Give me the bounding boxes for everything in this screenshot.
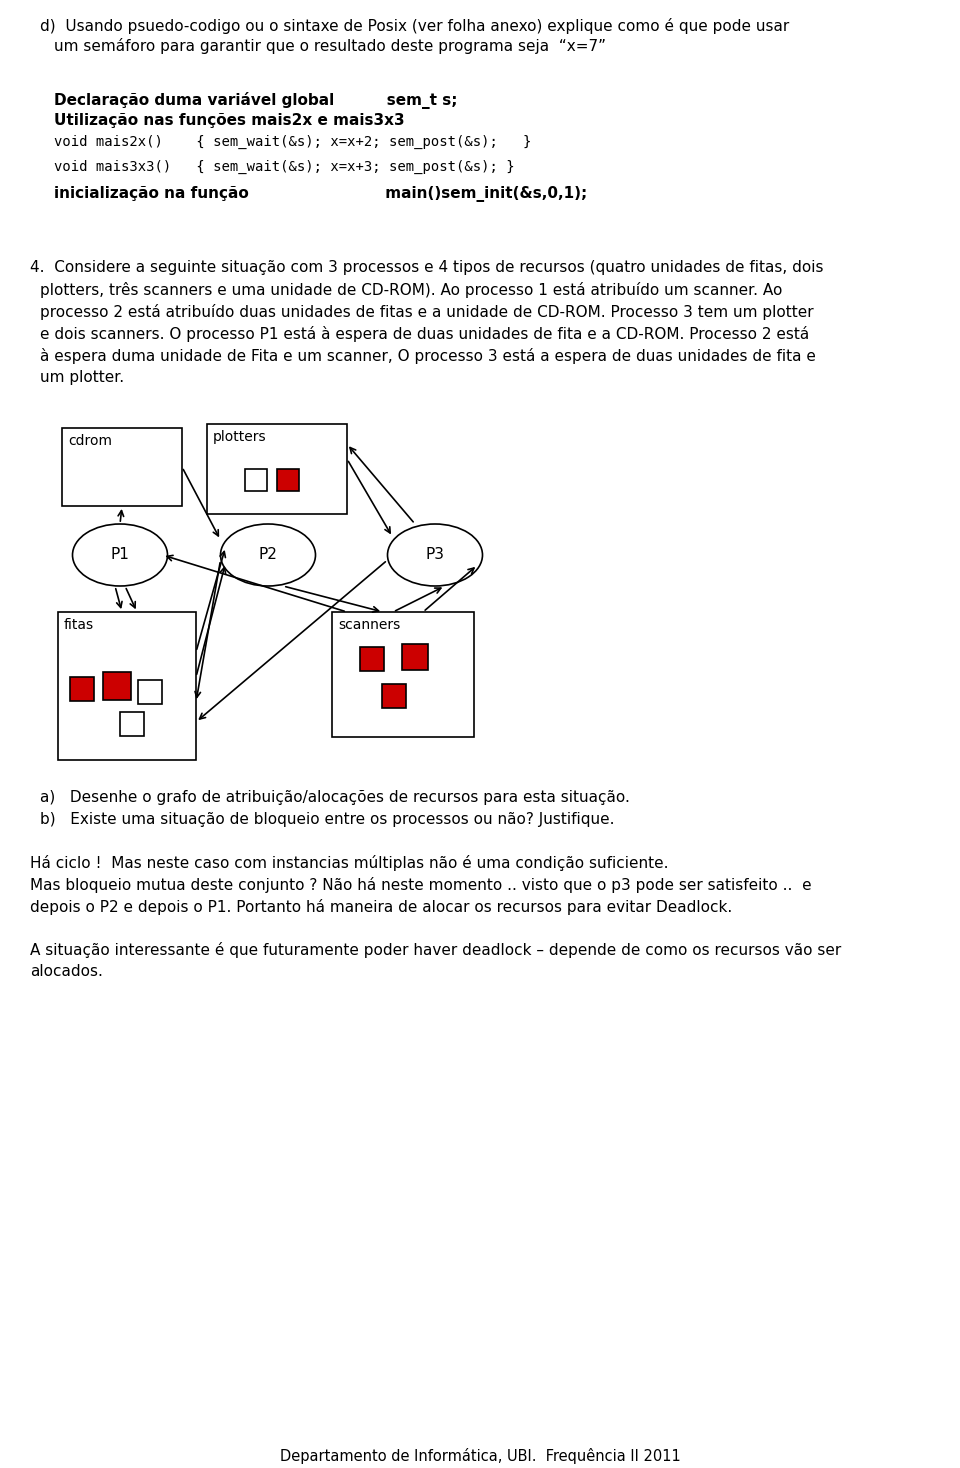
Text: P2: P2 [258, 548, 277, 562]
Bar [277, 468, 299, 490]
Ellipse shape [73, 524, 167, 586]
Text: alocados.: alocados. [30, 964, 103, 979]
Text: Utilização nas funções mais2x e mais3x3: Utilização nas funções mais2x e mais3x3 [54, 113, 404, 128]
Text: Declaração duma variável global          sem_t s;: Declaração duma variável global sem_t s; [54, 92, 458, 109]
Text: void mais2x()    { sem_wait(&s); x=x+2; sem_post(&s);   }: void mais2x() { sem_wait(&s); x=x+2; sem… [54, 135, 532, 150]
Bar [360, 647, 384, 671]
Text: um semáforo para garantir que o resultado deste programa seja  “x=7”: um semáforo para garantir que o resultad… [54, 38, 606, 54]
Text: fitas: fitas [64, 618, 94, 633]
Text: processo 2 está atribuído duas unidades de fitas e a unidade de CD-ROM. Processo: processo 2 está atribuído duas unidades … [40, 304, 814, 320]
Bar [70, 677, 94, 702]
Text: 4.  Considere a seguinte situação com 3 processos e 4 tipos de recursos (quatro : 4. Considere a seguinte situação com 3 p… [30, 260, 824, 275]
Bar [245, 468, 267, 490]
Bar [138, 680, 162, 705]
Text: void mais3x3()   { sem_wait(&s); x=x+3; sem_post(&s); }: void mais3x3() { sem_wait(&s); x=x+3; se… [54, 160, 515, 175]
Ellipse shape [388, 524, 483, 586]
Text: inicialização na função                          main()sem_init(&s,0,1);: inicialização na função main()sem_init(&… [54, 186, 588, 203]
Text: plotters, três scanners e uma unidade de CD-ROM). Ao processo 1 está atribuído u: plotters, três scanners e uma unidade de… [40, 282, 782, 298]
Text: um plotter.: um plotter. [40, 370, 124, 385]
Text: e dois scanners. O processo P1 está à espera de duas unidades de fita e a CD-ROM: e dois scanners. O processo P1 está à es… [40, 326, 809, 342]
Text: P1: P1 [110, 548, 130, 562]
Bar [120, 712, 144, 735]
Text: depois o P2 e depois o P1. Portanto há maneira de alocar os recursos para evitar: depois o P2 e depois o P1. Portanto há m… [30, 898, 732, 915]
Bar [402, 644, 428, 669]
Bar [62, 429, 182, 506]
Text: scanners: scanners [338, 618, 400, 633]
Text: Há ciclo !  Mas neste caso com instancias múltiplas não é uma condição suficient: Há ciclo ! Mas neste caso com instancias… [30, 854, 668, 871]
Bar [58, 612, 196, 760]
Text: Departamento de Informática, UBI.  Frequência II 2011: Departamento de Informática, UBI. Frequê… [279, 1447, 681, 1464]
Text: cdrom: cdrom [68, 435, 112, 448]
Bar [382, 684, 406, 708]
Text: plotters: plotters [213, 430, 267, 443]
Bar [207, 424, 347, 514]
Text: A situação interessante é que futuramente poder haver deadlock – depende de como: A situação interessante é que futurament… [30, 942, 841, 959]
Text: P3: P3 [425, 548, 444, 562]
Bar [103, 672, 131, 700]
Text: Mas bloqueio mutua deste conjunto ? Não há neste momento .. visto que o p3 pode : Mas bloqueio mutua deste conjunto ? Não … [30, 876, 811, 893]
Text: à espera duma unidade de Fita e um scanner, O processo 3 está a espera de duas u: à espera duma unidade de Fita e um scann… [40, 348, 816, 364]
Text: d)  Usando psuedo-codigo ou o sintaxe de Posix (ver folha anexo) explique como é: d) Usando psuedo-codigo ou o sintaxe de … [40, 18, 789, 34]
Text: a)   Desenhe o grafo de atribuição/alocações de recursos para esta situação.: a) Desenhe o grafo de atribuição/alocaçõ… [40, 790, 630, 804]
Bar [332, 612, 474, 737]
Ellipse shape [221, 524, 316, 586]
Text: b)   Existe uma situação de bloqueio entre os processos ou não? Justifique.: b) Existe uma situação de bloqueio entre… [40, 812, 614, 826]
